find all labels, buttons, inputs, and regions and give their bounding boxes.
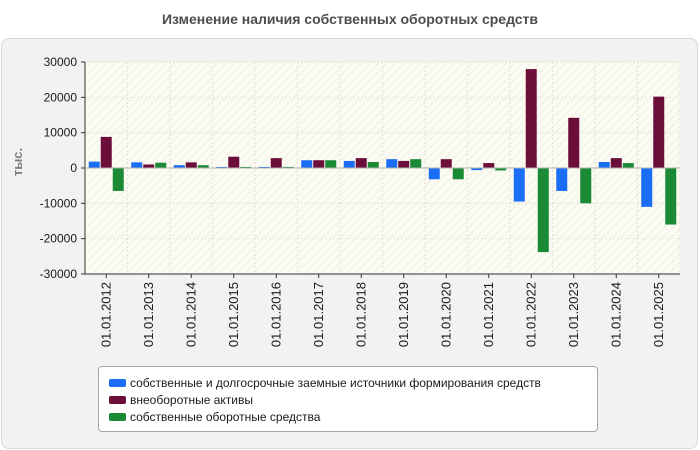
bar <box>598 161 610 168</box>
bar <box>100 136 112 168</box>
bar <box>622 163 634 168</box>
bar <box>197 165 209 168</box>
legend-item: собственные и долгосрочные заемные источ… <box>99 374 597 391</box>
bar <box>386 159 398 168</box>
bar <box>112 168 124 191</box>
bar <box>665 168 677 225</box>
y-tick-label: -10000 <box>40 196 78 210</box>
bar <box>301 160 313 168</box>
bar <box>641 168 653 207</box>
legend-label: собственные и долгосрочные заемные источ… <box>130 375 541 390</box>
bar <box>483 163 495 168</box>
bar <box>428 168 440 180</box>
x-tick-label: 01.01.2020 <box>438 282 453 347</box>
x-tick-label: 01.01.2023 <box>566 282 581 347</box>
y-tick-label: 20000 <box>44 90 78 104</box>
bar <box>228 156 240 168</box>
y-axis-label: тыс. <box>10 148 25 176</box>
x-tick-label: 01.01.2025 <box>651 282 666 347</box>
bar <box>270 158 282 168</box>
bar <box>410 159 422 168</box>
bar <box>568 117 580 168</box>
legend-swatch <box>109 412 126 421</box>
bar <box>313 160 325 168</box>
bar <box>343 160 355 168</box>
chart-legend: собственные и долгосрочные заемные источ… <box>98 366 598 432</box>
legend-label: собственные оборотные средства <box>130 409 321 424</box>
bar <box>325 160 337 168</box>
y-tick-label: -30000 <box>40 267 78 281</box>
legend-item: внеоборотные активы <box>99 391 597 408</box>
bar <box>471 168 483 171</box>
bar <box>610 158 622 168</box>
bar <box>258 166 270 168</box>
x-tick-label: 01.01.2014 <box>183 282 198 347</box>
bar <box>367 161 379 168</box>
x-tick-label: 01.01.2012 <box>98 282 113 347</box>
bar <box>440 159 452 168</box>
x-tick-label: 01.01.2021 <box>481 282 496 347</box>
x-tick-label: 01.01.2022 <box>523 282 538 347</box>
y-tick-label: 30000 <box>44 55 78 69</box>
bar <box>525 69 537 168</box>
x-tick-label: 01.01.2019 <box>396 282 411 347</box>
legend-swatch <box>109 378 126 387</box>
x-tick-label: 01.01.2013 <box>141 282 156 347</box>
bar <box>452 168 464 180</box>
y-tick-label: 0 <box>70 161 77 175</box>
chart-title: Изменение наличия собственных оборотных … <box>161 11 539 27</box>
y-tick-label: 10000 <box>44 126 78 140</box>
bar <box>580 168 592 204</box>
x-tick-label: 01.01.2016 <box>268 282 283 347</box>
bar <box>155 162 167 168</box>
x-tick-label: 01.01.2024 <box>608 282 623 347</box>
legend-label: внеоборотные активы <box>130 392 253 407</box>
bar <box>173 165 185 168</box>
bar <box>131 162 143 168</box>
bar <box>355 158 367 168</box>
bar <box>398 160 410 168</box>
legend-item: собственные оборотные средства <box>99 408 597 425</box>
x-tick-label: 01.01.2018 <box>353 282 368 347</box>
bar <box>653 96 665 168</box>
bar <box>185 162 197 168</box>
x-tick-label: 01.01.2017 <box>311 282 326 347</box>
bar <box>282 166 294 168</box>
x-tick-label: 01.01.2015 <box>226 282 241 347</box>
bar <box>88 161 100 168</box>
bar <box>216 166 228 168</box>
legend-swatch <box>109 395 126 404</box>
bar <box>513 168 525 202</box>
bar <box>495 168 507 171</box>
bar <box>556 168 568 191</box>
bar <box>537 168 549 253</box>
bar <box>143 164 155 168</box>
y-tick-label: -20000 <box>40 232 78 246</box>
bar <box>240 166 252 168</box>
